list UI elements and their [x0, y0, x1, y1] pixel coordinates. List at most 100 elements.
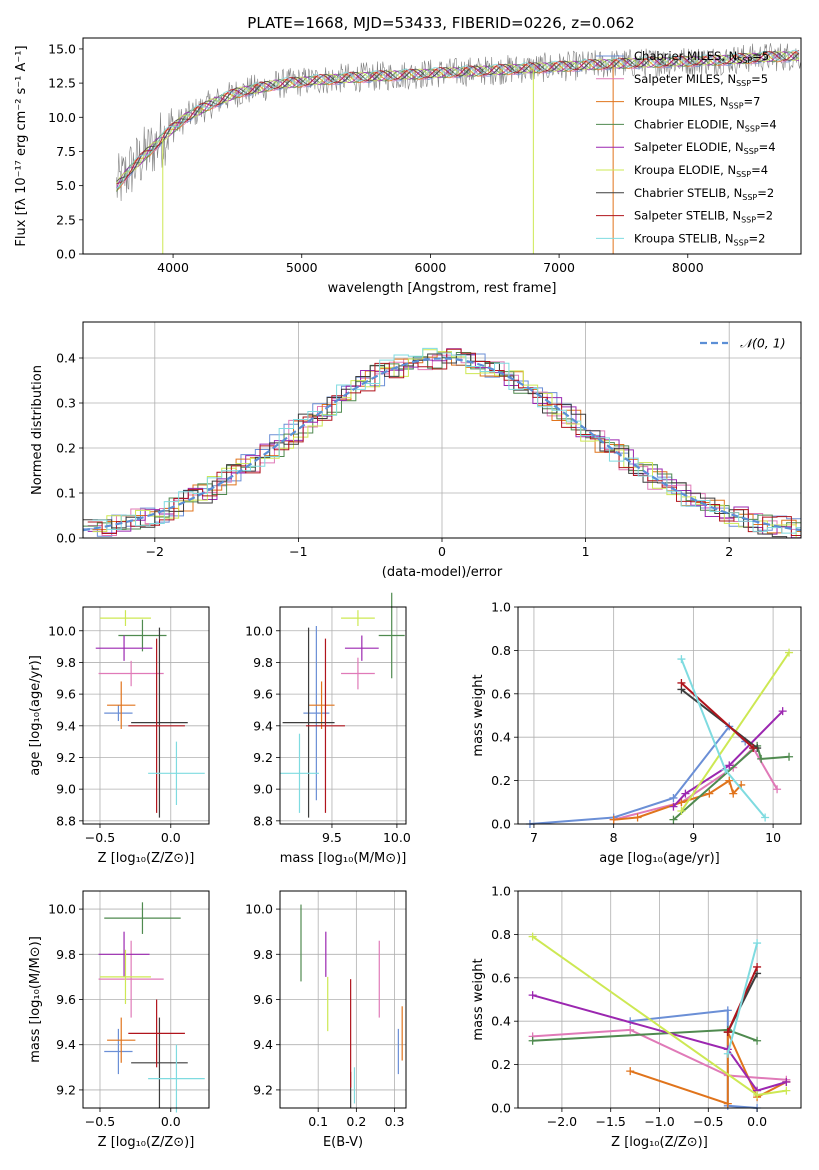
- x-axis-label: mass [log₁₀(M/M⊙)]: [280, 851, 407, 866]
- figure-title: PLATE=1668, MJD=53433, FIBERID=0226, z=0…: [247, 14, 634, 32]
- y-tick-label: 0.2: [56, 441, 76, 456]
- y-tick-label: 8.8: [253, 813, 273, 828]
- data-marker: [749, 744, 758, 753]
- y-tick-label: 1.0: [491, 884, 511, 899]
- y-tick-label: 15.0: [48, 41, 76, 56]
- y-axis-label: Flux [fλ 10⁻¹⁷ erg cm⁻² s⁻¹ A⁻¹]: [14, 45, 29, 246]
- x-axis-label: E(B-V): [323, 1135, 363, 1150]
- legend-label: Kroupa ELODIE, NSSP=4: [634, 163, 768, 179]
- y-tick-label: 9.6: [253, 992, 273, 1007]
- y-tick-label: 9.6: [56, 992, 76, 1007]
- legend-label: 𝒩(0, 1): [740, 336, 786, 351]
- panel-weight-vs-z: −2.0 −1.5 −1.0 −0.5 0.0 0.0 0.2 0.4 0.6 0.8 1.0 Z […: [471, 884, 802, 1150]
- y-axis-label: mass weight: [471, 674, 486, 756]
- plot-area: [82, 347, 802, 539]
- y-tick-label: 10.0: [245, 902, 273, 917]
- error-cross-salpeter-stelib: [128, 638, 185, 813]
- panel-age-vs-mass: 9.5 10.0 8.8 9.0 9.2 9.4 9.6 9.8 10.0 mass [log₁₀…: [245, 592, 411, 866]
- model-salpeter-stelib: [116, 49, 800, 185]
- x-tick-label: 1: [582, 544, 590, 559]
- y-tick-label: 0.0: [56, 531, 76, 546]
- gaussian-curve: [82, 357, 802, 532]
- error-cross-kroupa-stelib: [280, 733, 319, 813]
- y-tick-label: 0.0: [491, 1101, 511, 1116]
- data-marker: [669, 793, 678, 802]
- panel-residuals: −2 −1 0 1 2 0.0 0.1 0.2 0.3 0.4 𝒩(0, 1) (data-model…: [30, 321, 802, 580]
- axes-frame: [82, 321, 802, 539]
- histogram-chabrier-stelib: [83, 353, 801, 539]
- y-tick-label: 7.5: [56, 144, 76, 159]
- panel-spectrum: 4000 5000 6000 7000 8000 0.0 2.5 5.0 7.5 10.0 12.5…: [14, 37, 802, 296]
- data-marker: [723, 1028, 732, 1037]
- error-cross-kroupa-miles: [107, 681, 136, 729]
- error-cross-salpeter-elodie: [95, 635, 153, 661]
- error-cross-salpeter-miles: [98, 940, 164, 1018]
- x-tick-label: 6000: [415, 260, 447, 275]
- x-axis-label: Z [log₁₀(Z/Z⊙)]: [98, 1135, 195, 1150]
- y-tick-label: 9.8: [56, 947, 76, 962]
- x-tick-label: 9.5: [322, 830, 342, 845]
- y-tick-label: 8.8: [56, 813, 76, 828]
- y-axis-label: mass weight: [471, 958, 486, 1040]
- axes-frame: [82, 606, 210, 825]
- y-tick-label: 12.5: [48, 76, 76, 91]
- data-marker: [609, 815, 618, 824]
- legend-label: Salpeter MILES, NSSP=5: [634, 72, 768, 88]
- model-kroupa-stelib: [116, 49, 800, 189]
- y-tick-label: 0.4: [491, 730, 511, 745]
- error-cross-chabrier-stelib: [131, 1017, 188, 1108]
- y-tick-label: 0.4: [491, 1014, 511, 1029]
- histogram-salpeter-elodie: [87, 348, 801, 539]
- y-tick-label: 0.0: [491, 817, 511, 832]
- x-tick-label: 0.1: [308, 1114, 328, 1129]
- error-cross-kroupa-miles: [308, 681, 335, 729]
- data-marker: [669, 815, 678, 824]
- panel-mass-vs-ebv: 0.1 0.2 0.3 9.2 9.4 9.6 9.8 10.0 E(B-V): [245, 890, 407, 1150]
- axes-frame: [82, 890, 210, 1109]
- y-tick-label: 9.8: [253, 655, 273, 670]
- x-axis-label: age [log₁₀(age/yr)]: [599, 851, 720, 866]
- model-kroupa-elodie: [116, 51, 800, 184]
- error-cross-salpeter-miles: [341, 657, 375, 690]
- data-marker: [773, 785, 782, 794]
- y-tick-label: 0.6: [491, 970, 511, 985]
- series-line-salpeter-miles: [532, 1028, 787, 1081]
- plot-area: [98, 902, 205, 1113]
- y-tick-label: 10.0: [48, 110, 76, 125]
- plot-area: [528, 932, 791, 1112]
- data-marker: [528, 991, 537, 1000]
- y-tick-label: 0.1: [56, 486, 76, 501]
- data-marker: [626, 1025, 635, 1034]
- plot-area: [300, 904, 403, 1108]
- data-marker: [723, 1006, 732, 1015]
- panels: 4000 5000 6000 7000 80000.02.55.07.510.012.5…: [14, 37, 802, 1150]
- panel-weight-vs-age: 7 8 9 10 0.0 0.2 0.4 0.6 0.8 1.0 age [log₁₀(age/yr…: [471, 600, 802, 866]
- data-marker: [761, 813, 770, 822]
- y-tick-label: 9.8: [56, 655, 76, 670]
- series-line-salpeter-elodie: [532, 994, 787, 1092]
- y-tick-label: 9.0: [56, 782, 76, 797]
- panel-mass-vs-z: −0.5 0.0 9.2 9.4 9.6 9.8 10.0 Z [log₁₀(Z/Z⊙)] ma…: [28, 890, 210, 1150]
- axes-frame: [517, 606, 802, 825]
- series-line-salpeter-elodie: [672, 710, 784, 808]
- legend: Chabrier MILES, NSSP=5 Salpeter MILES, NS…: [596, 49, 777, 247]
- error-cross-chabrier-miles: [104, 1028, 133, 1075]
- x-tick-label: 4000: [157, 260, 189, 275]
- plot-area: [525, 648, 794, 828]
- legend-label: Chabrier MILES, NSSP=5: [634, 49, 769, 65]
- y-tick-label: 9.6: [253, 687, 273, 702]
- x-tick-label: 8: [610, 830, 618, 845]
- y-axis-label: age [log₁₀(age/yr)]: [28, 655, 43, 776]
- x-tick-label: 7000: [543, 260, 575, 275]
- data-marker: [677, 678, 686, 687]
- y-tick-label: 10.0: [48, 623, 76, 638]
- error-cross-chabrier-stelib: [131, 627, 188, 818]
- data-marker: [753, 939, 762, 948]
- y-axis-label: Normed distribution: [30, 365, 45, 495]
- error-cross-chabrier-elodie: [118, 619, 167, 652]
- x-tick-label: 0.0: [747, 1114, 767, 1129]
- axes-frame: [279, 890, 407, 1109]
- error-cross-salpeter-stelib: [305, 638, 345, 813]
- legend-label: Chabrier STELIB, NSSP=2: [634, 186, 774, 202]
